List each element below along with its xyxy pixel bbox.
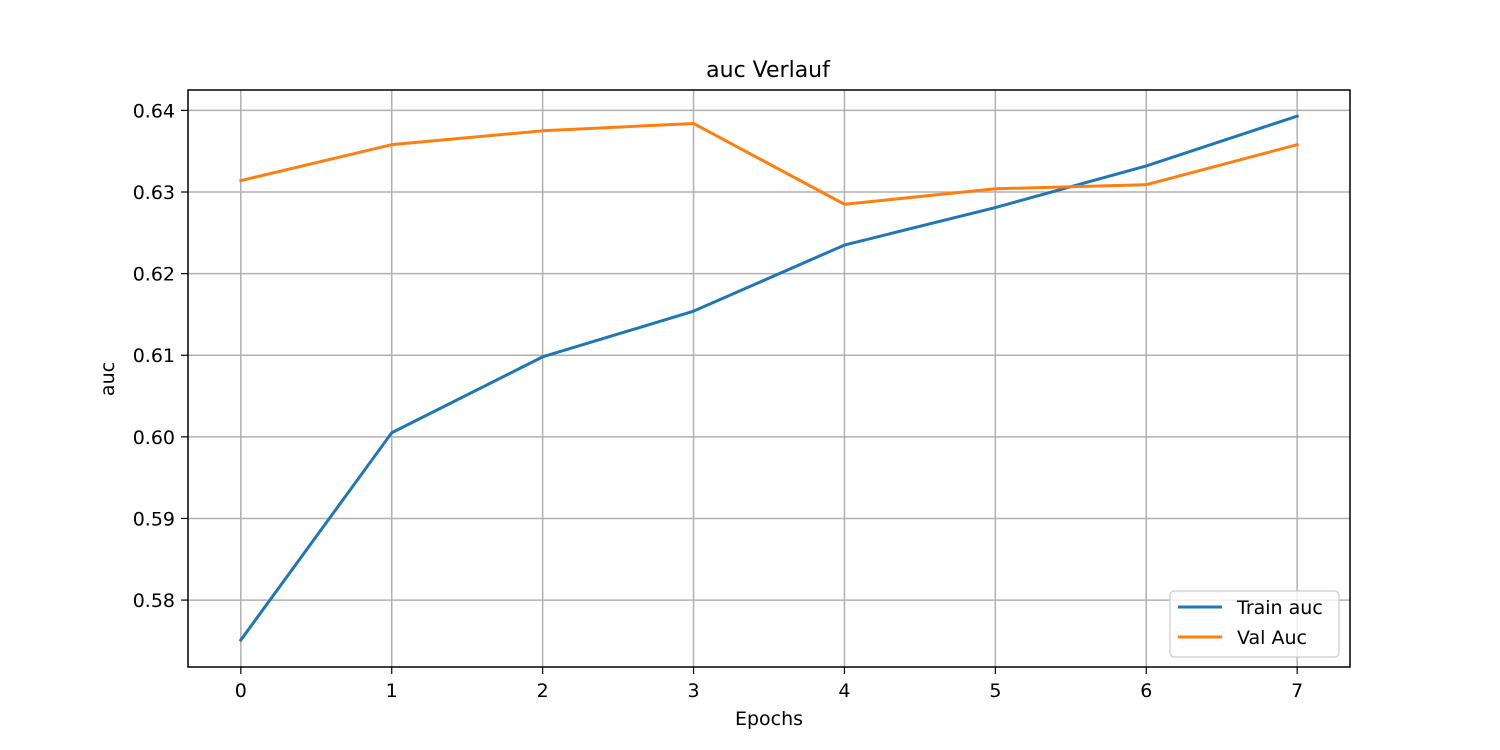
x-tick-label: 2	[537, 680, 549, 702]
x-tick-label: 3	[687, 680, 699, 702]
y-tick-label: 0.64	[133, 100, 175, 122]
plot-frame	[187, 89, 1351, 668]
y-tick-label: 0.59	[133, 508, 175, 530]
y-tick-label: 0.61	[133, 345, 175, 367]
series-lines	[238, 114, 1300, 643]
x-tick-label: 1	[386, 680, 398, 702]
x-axis-label: Epochs	[735, 708, 803, 730]
x-tick-label: 5	[989, 680, 1001, 702]
legend-label-val: Val Auc	[1237, 627, 1307, 649]
grid-lines	[188, 90, 1350, 667]
y-tick-label: 0.60	[133, 427, 175, 449]
chart-title: auc Verlauf	[706, 58, 831, 83]
x-tick-label: 0	[235, 680, 247, 702]
y-tick-label: 0.58	[133, 590, 175, 612]
y-tick-label: 0.63	[133, 182, 175, 204]
y-tick-label: 0.62	[133, 264, 175, 286]
axis-ticks: 0 1 2 3 4 5 6 7 0.58 0.59 0.60 0.61 0.62 0.63 0.64	[133, 100, 1304, 702]
x-tick-label: 4	[838, 680, 850, 702]
legend-label-train: Train auc	[1236, 597, 1323, 619]
legend: Train auc Val Auc	[1169, 590, 1340, 658]
x-tick-label: 7	[1291, 680, 1303, 702]
series-line-val	[239, 121, 1300, 206]
y-axis-label: auc	[97, 362, 119, 396]
series-line-train	[238, 114, 1300, 643]
x-tick-label: 6	[1140, 680, 1152, 702]
